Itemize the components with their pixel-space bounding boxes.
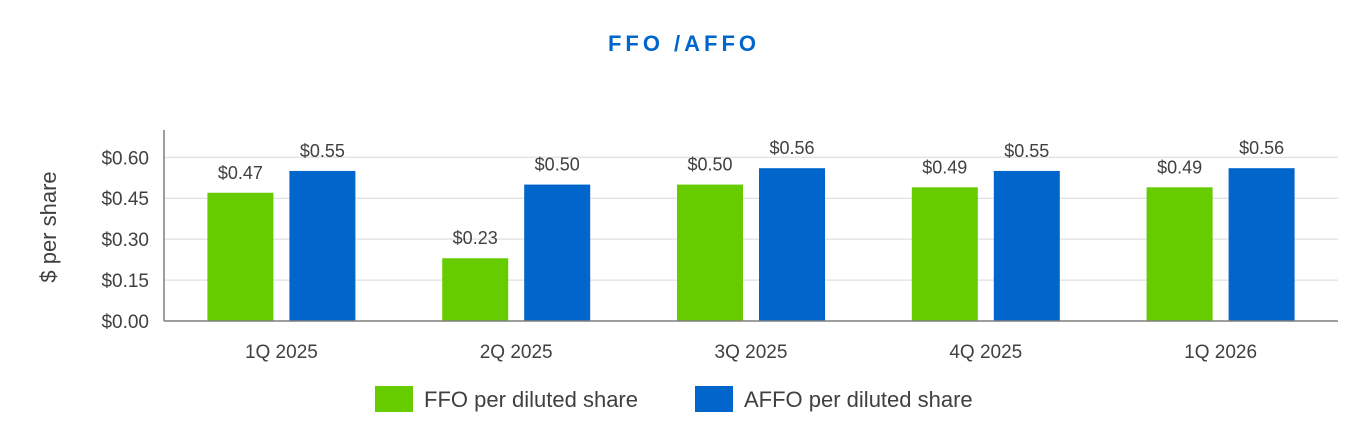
- legend-swatch: [695, 386, 733, 412]
- gridlines: [164, 156, 1338, 281]
- chart-title: FFO /AFFO: [608, 31, 760, 56]
- bar-affo: [524, 184, 591, 321]
- data-label: $0.56: [1239, 138, 1284, 158]
- legend-label: FFO per diluted share: [424, 387, 638, 412]
- y-tick-label: $0.15: [101, 271, 149, 292]
- x-tick-label: 1Q 2025: [245, 342, 318, 363]
- data-labels: $0.47 $0.55 $0.23 $0.50 $0.50 $0.56 $0.49 $0.55…: [218, 138, 1284, 248]
- data-label: $0.50: [535, 155, 580, 175]
- x-tick-label: 1Q 2026: [1184, 342, 1257, 363]
- y-tick-label: $0.30: [101, 230, 149, 251]
- legend: FFO per diluted share AFFO per diluted sh…: [375, 386, 973, 412]
- axes: [163, 130, 1338, 322]
- x-tick-label: 2Q 2025: [480, 342, 553, 363]
- bar-ffo: [207, 192, 274, 321]
- data-label: $0.50: [687, 155, 732, 175]
- bar-affo: [289, 170, 356, 321]
- bar-affo: [759, 168, 825, 321]
- bar-ffo: [911, 187, 978, 321]
- legend-swatch: [375, 386, 413, 412]
- y-tick-label: $0.60: [101, 148, 149, 169]
- bar-ffo: [442, 258, 509, 321]
- bar-affo: [1228, 168, 1295, 321]
- bar-affo: [993, 170, 1060, 321]
- data-label: $0.49: [922, 157, 967, 177]
- y-axis-title: $ per share: [36, 171, 61, 282]
- x-tick-label: 3Q 2025: [715, 342, 788, 363]
- bar-ffo: [677, 184, 743, 321]
- data-label: $0.49: [1157, 157, 1202, 177]
- data-label: $0.56: [769, 138, 814, 158]
- data-label: $0.23: [453, 228, 498, 248]
- data-label: $0.47: [218, 163, 263, 183]
- bars: [207, 168, 1295, 321]
- legend-label: AFFO per diluted share: [744, 387, 973, 412]
- x-axis-ticks: 1Q 2025 2Q 2025 3Q 2025 4Q 2025 1Q 2026: [245, 342, 1257, 363]
- y-axis-ticks: $0.00 $0.15 $0.30 $0.45 $0.60: [101, 148, 149, 333]
- x-tick-label: 4Q 2025: [949, 342, 1022, 363]
- y-tick-label: $0.45: [101, 189, 149, 210]
- data-label: $0.55: [300, 141, 345, 161]
- y-tick-label: $0.00: [101, 312, 149, 333]
- data-label: $0.55: [1004, 141, 1049, 161]
- bar-ffo: [1146, 187, 1213, 321]
